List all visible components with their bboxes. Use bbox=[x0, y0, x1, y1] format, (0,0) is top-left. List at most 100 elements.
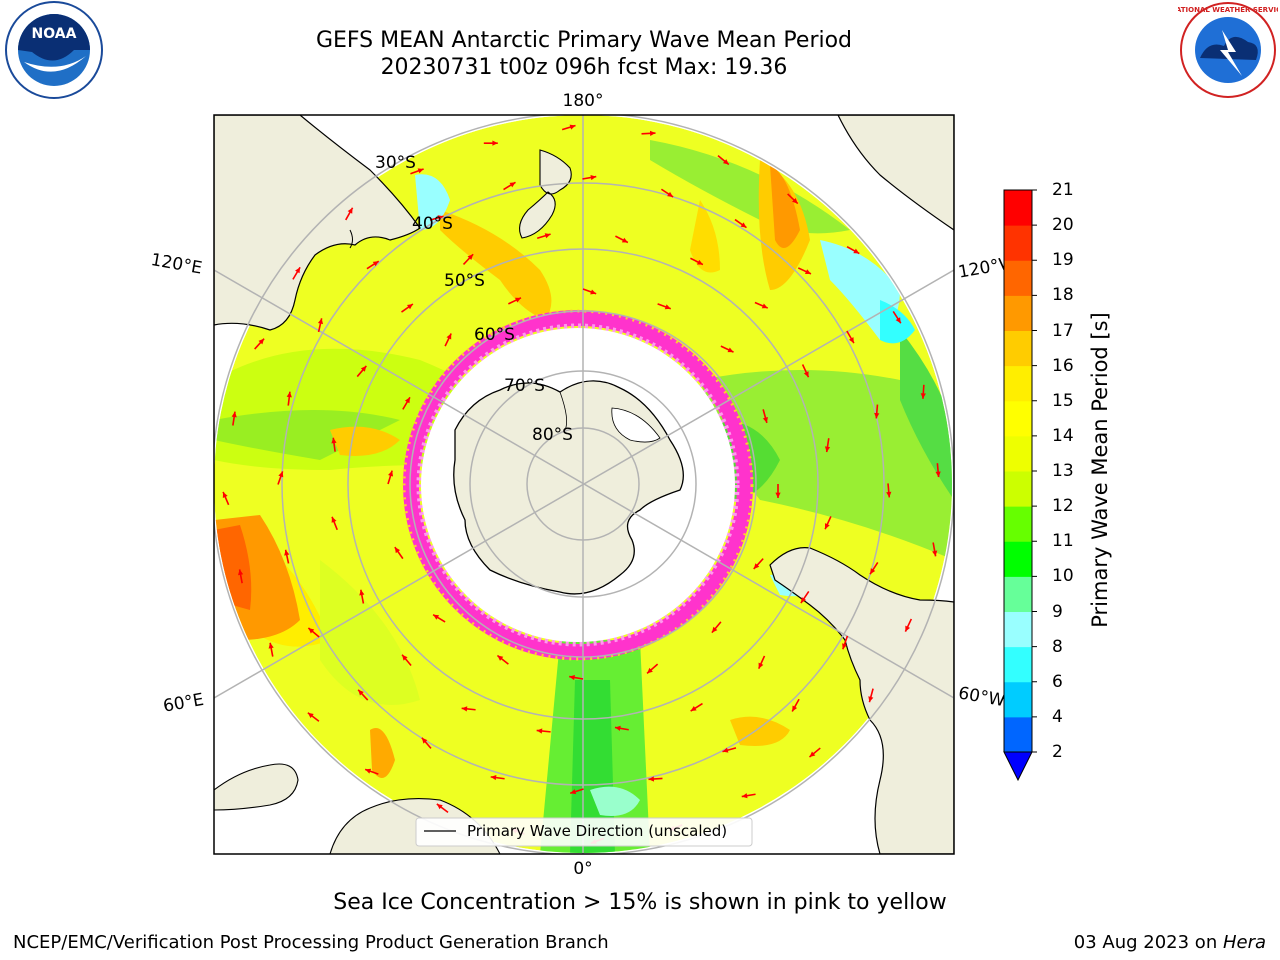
wave-arrow-head bbox=[402, 654, 408, 661]
colorbar-tick-label: 6 bbox=[1052, 671, 1063, 692]
colorbar-swatch bbox=[1004, 225, 1032, 261]
lon-label-120e: 120°E bbox=[149, 250, 203, 279]
wave-arrow-head bbox=[490, 775, 497, 781]
wave-arrow-head bbox=[621, 237, 628, 243]
colorbar-swatch bbox=[1004, 295, 1032, 331]
wave-arrow-head bbox=[388, 470, 394, 477]
map-area bbox=[214, 115, 954, 854]
nws-logo: NATIONAL WEATHER SERVICE bbox=[1178, 2, 1278, 98]
wave-arrow-head bbox=[740, 222, 747, 228]
wave-arrow-head bbox=[231, 411, 237, 418]
wave-arrow-head bbox=[868, 696, 874, 703]
colorbar-tick-label: 16 bbox=[1052, 355, 1074, 376]
wave-arrow-head bbox=[824, 523, 830, 530]
wave-arrow-head bbox=[308, 628, 315, 634]
wave-arrow-head bbox=[614, 725, 621, 731]
colorbar-tick-label: 4 bbox=[1052, 706, 1063, 727]
footer-credit: NCEP/EMC/Verification Post Processing Pr… bbox=[13, 932, 609, 953]
wave-arrow-head bbox=[722, 747, 729, 753]
wave-arrow-head bbox=[359, 589, 365, 596]
wave-arrow-head bbox=[696, 259, 703, 265]
colorbar-tick-label: 14 bbox=[1052, 425, 1074, 446]
wave-arrow-head bbox=[515, 297, 522, 303]
colorbar-tick-label: 21 bbox=[1052, 180, 1074, 200]
wave-arrow-head bbox=[258, 338, 265, 345]
wave-arrow-head bbox=[569, 674, 575, 681]
wave-arrow-head bbox=[649, 130, 656, 136]
wave-arrow-head bbox=[905, 625, 911, 632]
wave-direction-arrows bbox=[222, 124, 941, 845]
wave-arrow-head bbox=[895, 317, 901, 324]
colorbar-swatch bbox=[1004, 576, 1032, 612]
footer-date-text: 03 Aug 2023 on bbox=[1073, 932, 1223, 953]
wave-arrow-head bbox=[809, 751, 816, 757]
wave-arrow-head bbox=[800, 597, 807, 604]
wave-arrow-head bbox=[874, 412, 880, 419]
new-zealand-landmass bbox=[519, 149, 572, 239]
footer-date: 03 Aug 2023 on Hera bbox=[1074, 932, 1266, 953]
wave-arrow-head bbox=[544, 233, 551, 239]
colorbar-tick-label: 12 bbox=[1052, 496, 1074, 517]
wave-arrow-head bbox=[741, 793, 748, 799]
colorbar-tick-label: 9 bbox=[1052, 601, 1063, 622]
lat-label-50s: 50°S bbox=[444, 271, 485, 291]
wave-arrow-head bbox=[365, 768, 372, 774]
wave-arrow-head bbox=[331, 437, 337, 444]
title-line2: 20230731 t00z 096h fcst Max: 19.36 bbox=[380, 55, 788, 80]
wave-arrow-head bbox=[467, 254, 474, 260]
map-frame bbox=[213, 114, 955, 855]
colorbar-swatch bbox=[1004, 190, 1032, 226]
lat-label-30s: 30°S bbox=[375, 153, 416, 173]
wave-arrow-head bbox=[647, 667, 653, 674]
map-legend: Primary Wave Direction (unscaled) bbox=[415, 817, 753, 847]
colorbar-swatch bbox=[1004, 330, 1032, 367]
title-line1: GEFS MEAN Antarctic Primary Wave Mean Pe… bbox=[315, 28, 853, 53]
colorbar-tick-label: 2 bbox=[1052, 742, 1063, 762]
wave-arrow-head bbox=[753, 563, 760, 569]
wave-arrow-head bbox=[433, 614, 440, 620]
colorbar-swatch bbox=[1004, 681, 1032, 718]
noaa-logo-text: NOAA bbox=[32, 26, 77, 42]
colorbar-swatch bbox=[1004, 260, 1032, 296]
wave-arrow-head bbox=[920, 393, 926, 399]
lat-label-70s: 70°S bbox=[504, 376, 545, 396]
wave-arrow-head bbox=[590, 174, 597, 181]
colorbar-tick-label: 17 bbox=[1052, 320, 1074, 341]
wave-arrow-head bbox=[317, 318, 324, 325]
wave-arrow-head bbox=[804, 269, 811, 274]
wave-arrow-head bbox=[848, 337, 854, 344]
colorbar-swatch bbox=[1004, 716, 1032, 753]
wave-arrow-head bbox=[307, 712, 314, 719]
wave-arrow-head bbox=[536, 728, 543, 734]
wave-arrow-head bbox=[268, 642, 274, 649]
wave-arrow-head bbox=[690, 705, 697, 712]
wave-arrow-head bbox=[222, 491, 228, 498]
wave-arrow-head bbox=[421, 737, 428, 744]
wave-arrow-head bbox=[803, 371, 809, 378]
graticule bbox=[214, 115, 954, 854]
wave-arrow-head bbox=[404, 397, 410, 404]
lon-label-60e: 60°E bbox=[162, 690, 206, 717]
wave-arrow-head bbox=[394, 547, 401, 554]
wave-arrow-head bbox=[436, 803, 443, 810]
wave-arrow-head bbox=[278, 471, 284, 478]
colorbar-tick-label: 18 bbox=[1052, 285, 1074, 306]
colorbar-tick-label: 10 bbox=[1052, 566, 1074, 587]
wave-arrow-head bbox=[570, 789, 577, 795]
wave-arrow-head bbox=[569, 124, 576, 130]
colorbar-tick-label: 8 bbox=[1052, 636, 1063, 657]
wave-arrow-head bbox=[407, 303, 413, 310]
lon-label-60w: 60°W bbox=[957, 683, 1007, 711]
colorbar-swatch bbox=[1004, 541, 1032, 577]
colorbar-swatch bbox=[1004, 471, 1032, 507]
wave-arrow-head bbox=[932, 550, 938, 557]
colorbar bbox=[1003, 189, 1037, 782]
wave-arrow-head bbox=[667, 191, 674, 197]
wave-arrow-head bbox=[417, 168, 424, 174]
map-legend-label: Primary Wave Direction (unscaled) bbox=[467, 822, 727, 840]
island-landmass bbox=[214, 763, 299, 811]
wave-arrow-head bbox=[648, 776, 655, 782]
colorbar-swatch bbox=[1004, 400, 1032, 437]
wave-arrow-head bbox=[842, 643, 848, 650]
colorbar-tick-label: 15 bbox=[1052, 390, 1074, 411]
